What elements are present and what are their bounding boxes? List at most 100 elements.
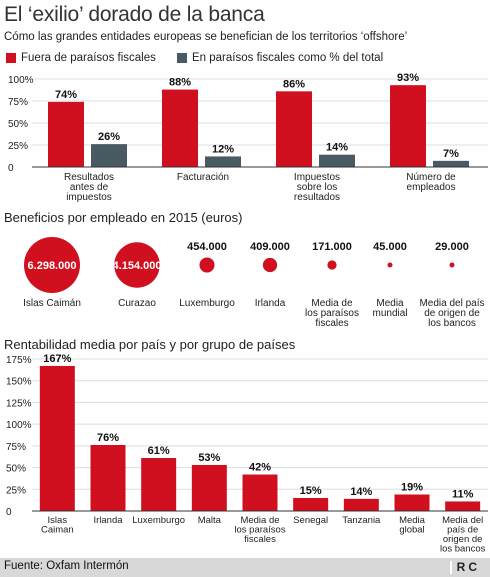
data-label: 42% <box>249 462 271 474</box>
category-label: los paraísos <box>305 308 359 319</box>
category-label: Islas <box>48 515 68 526</box>
bar <box>242 474 278 511</box>
data-label: 86% <box>283 78 305 90</box>
category-label: sobre los <box>297 182 338 193</box>
legend-swatch-red <box>6 53 16 63</box>
data-label: 409.000 <box>250 241 290 253</box>
data-label: 26% <box>98 131 120 143</box>
category-label: los bancos <box>428 318 476 329</box>
data-label: 15% <box>300 485 322 497</box>
bar-outside <box>162 89 198 167</box>
bar-inside <box>205 156 241 167</box>
bar <box>394 494 430 511</box>
page-title: El ‘exilio’ dorado de la banca <box>4 3 265 26</box>
category-label: Luxemburgo <box>179 298 235 309</box>
y-tick-label: 50% <box>6 464 26 475</box>
y-tick-label: 0 <box>8 163 14 174</box>
category-label: resultados <box>294 192 340 203</box>
category-label: Media <box>399 515 426 526</box>
bar <box>141 458 177 511</box>
category-label: Tanzania <box>342 515 381 526</box>
category-label: los paraísos <box>234 525 285 536</box>
y-tick-label: 150% <box>6 377 32 388</box>
data-label: 74% <box>55 89 77 101</box>
page-subtitle: Cómo las grandes entidades europeas se b… <box>4 31 408 43</box>
data-label: 29.000 <box>435 241 469 253</box>
chart-profitability: 0 25% 50% 75% 100% 125% 150% 175% 167% IslasCaima… <box>6 353 488 555</box>
bubble <box>449 262 455 268</box>
category-label: global <box>399 525 424 536</box>
section-title-profitability: Rentabilidad media por país y por grupo … <box>4 337 296 352</box>
bar-inside <box>433 160 469 167</box>
data-label: 14% <box>350 486 372 498</box>
rc-logo: RC <box>456 560 480 574</box>
data-label: 454.000 <box>187 241 227 253</box>
y-tick-label: 75% <box>6 442 26 453</box>
y-tick-label: 25% <box>8 141 28 152</box>
data-label: 4.154.000 <box>113 260 162 272</box>
category-label: Luxemburgo <box>132 515 185 526</box>
data-label: 7% <box>443 148 459 160</box>
bar-outside <box>390 85 426 167</box>
category-label: Facturación <box>177 172 229 183</box>
bubble <box>24 237 80 293</box>
data-label: 93% <box>397 72 419 84</box>
category-label: de origen de <box>424 308 480 319</box>
data-label: 12% <box>212 143 234 155</box>
bubble <box>262 257 278 273</box>
bubble <box>114 242 160 288</box>
y-tick-label: 25% <box>6 485 26 496</box>
data-label: 171.000 <box>312 241 352 253</box>
category-label: Curazao <box>118 298 156 309</box>
category-label: Irlanda <box>93 515 123 526</box>
bar <box>343 498 379 511</box>
data-label: 167% <box>43 353 71 365</box>
data-label: 53% <box>198 452 220 464</box>
category-label: antes de <box>70 182 109 193</box>
y-tick-label: 125% <box>6 398 32 409</box>
category-label: los bancos <box>440 544 486 555</box>
section-title-benefits: Beneficios por empleado en 2015 (euros) <box>4 210 243 225</box>
bar <box>191 464 227 511</box>
category-label: Media de <box>311 298 353 309</box>
data-label: 76% <box>97 432 119 444</box>
bubble <box>387 262 393 268</box>
category-label: Malta <box>198 515 222 526</box>
category-label: Media de <box>240 515 279 526</box>
bar <box>39 365 75 511</box>
category-label: fiscales <box>244 534 276 545</box>
logo-divider <box>450 561 452 574</box>
category-label: mundial <box>372 308 407 319</box>
category-label: Caiman <box>41 525 74 536</box>
category-label: Impuestos <box>294 172 340 183</box>
category-label: Media del <box>442 515 483 526</box>
legend-label-inside: En paraísos fiscales como % del total <box>192 52 384 64</box>
category-label: Resultados <box>64 172 114 183</box>
bar-inside <box>319 154 355 167</box>
legend-label-outside: Fuera de paraísos fiscales <box>21 52 156 64</box>
legend-swatch-gray <box>177 53 187 63</box>
bubble <box>199 257 215 273</box>
data-label: 45.000 <box>373 241 407 253</box>
category-label: Media <box>376 298 404 309</box>
data-label: 11% <box>452 488 474 500</box>
bar-inside <box>91 144 127 167</box>
category-label: impuestos <box>66 192 112 203</box>
bar <box>445 501 481 511</box>
y-tick-label: 50% <box>8 119 28 130</box>
category-label: Irlanda <box>255 298 286 309</box>
legend-item-outside: Fuera de paraísos fiscales <box>6 52 156 64</box>
data-label: 14% <box>326 142 348 154</box>
chart-benefits-per-employee: 6.298.000 Islas Caimán 4.154.000 Curazao 454… <box>23 237 485 329</box>
y-tick-label: 100% <box>6 420 32 431</box>
category-label: país de <box>447 525 478 536</box>
data-label: 19% <box>401 481 423 493</box>
y-tick-label: 175% <box>6 355 32 366</box>
bar-outside <box>48 101 84 167</box>
footer-source: Fuente: Oxfam Intermón <box>4 560 129 572</box>
category-label: fiscales <box>315 318 348 329</box>
bubble <box>327 260 337 270</box>
category-label: Islas Caimán <box>23 298 81 309</box>
bar <box>90 444 126 511</box>
